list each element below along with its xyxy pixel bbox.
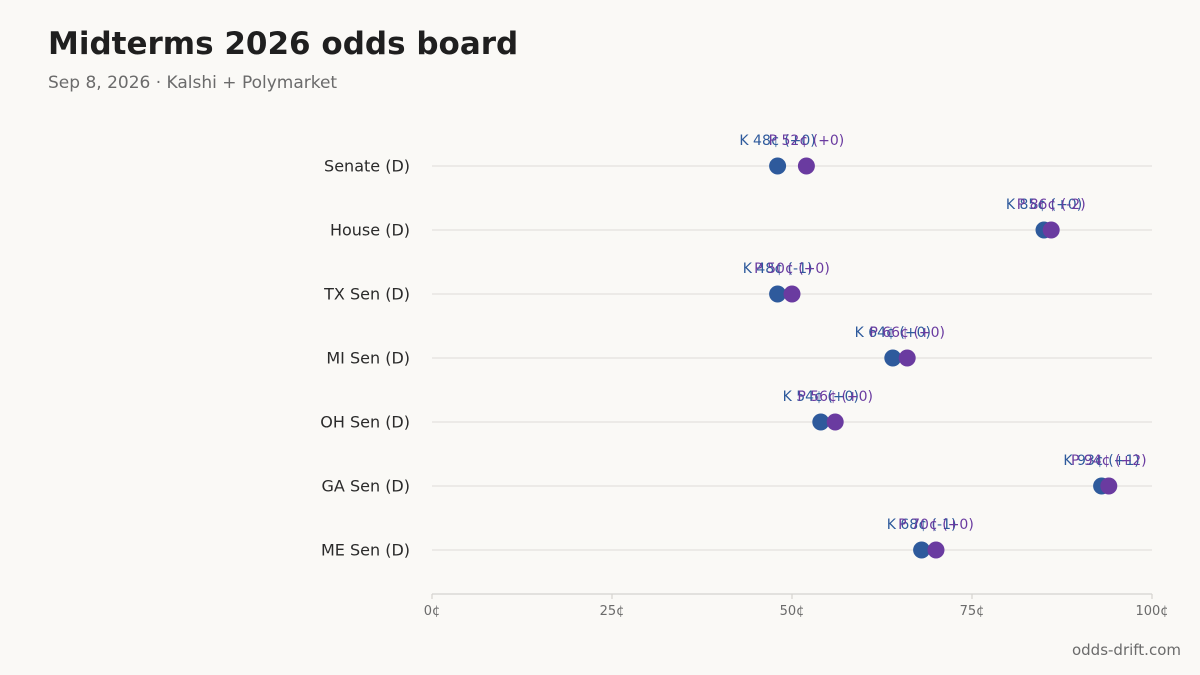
polymarket-data-label: P 66¢ (+0)	[869, 325, 945, 341]
polymarket-data-label: P 94¢ (+2)	[1071, 453, 1147, 469]
polymarket-point	[797, 157, 815, 175]
polymarket-point	[898, 349, 916, 367]
polymarket-data-label: P 52¢ (+0)	[769, 133, 845, 149]
source-credit: odds-drift.com	[1071, 641, 1181, 659]
kalshi-data-label: K 48¢ (-1)	[743, 261, 813, 277]
x-tick-label: 25¢	[600, 604, 625, 619]
polymarket-data-label: P 56¢ (+0)	[797, 389, 873, 405]
kalshi-data-label: K 64¢ (+0)	[855, 325, 931, 341]
kalshi-point	[884, 349, 902, 367]
row-label: MI Sen (D)	[326, 349, 410, 368]
x-tick-label: 75¢	[960, 604, 985, 619]
polymarket-data-label: P 86¢ (-2)	[1017, 197, 1086, 213]
polymarket-data-label: P 50¢ (+0)	[754, 261, 830, 277]
x-tick-label: 0¢	[424, 604, 441, 619]
polymarket-point	[1100, 477, 1118, 495]
polymarket-point	[826, 413, 844, 431]
kalshi-point	[913, 541, 931, 559]
polymarket-data-label: P 70¢ (+0)	[898, 517, 974, 533]
row-label: ME Sen (D)	[321, 541, 410, 560]
kalshi-point	[769, 285, 787, 303]
row-label: Senate (D)	[324, 157, 410, 176]
polymarket-point	[927, 541, 945, 559]
kalshi-data-label: K 48¢ (+0)	[739, 133, 815, 149]
polymarket-point	[783, 285, 801, 303]
x-tick-label: 50¢	[780, 604, 805, 619]
x-tick-label: 100¢	[1135, 604, 1168, 619]
kalshi-data-label: K 68¢ (-1)	[887, 517, 957, 533]
polymarket-point	[1042, 221, 1060, 239]
chart-title: Midterms 2026 odds board	[48, 26, 519, 62]
kalshi-point	[812, 413, 830, 431]
kalshi-point	[769, 157, 787, 175]
row-label: OH Sen (D)	[320, 413, 410, 432]
chart-subtitle: Sep 8, 2026 · Kalshi + Polymarket	[48, 73, 338, 93]
kalshi-data-label: K 54¢ (+0)	[783, 389, 859, 405]
row-label: TX Sen (D)	[323, 285, 410, 304]
row-label: House (D)	[330, 221, 410, 240]
kalshi-data-label: K 93¢ (+1)	[1063, 453, 1139, 469]
row-label: GA Sen (D)	[322, 477, 410, 496]
kalshi-data-label: K 85¢ (+0)	[1006, 197, 1082, 213]
